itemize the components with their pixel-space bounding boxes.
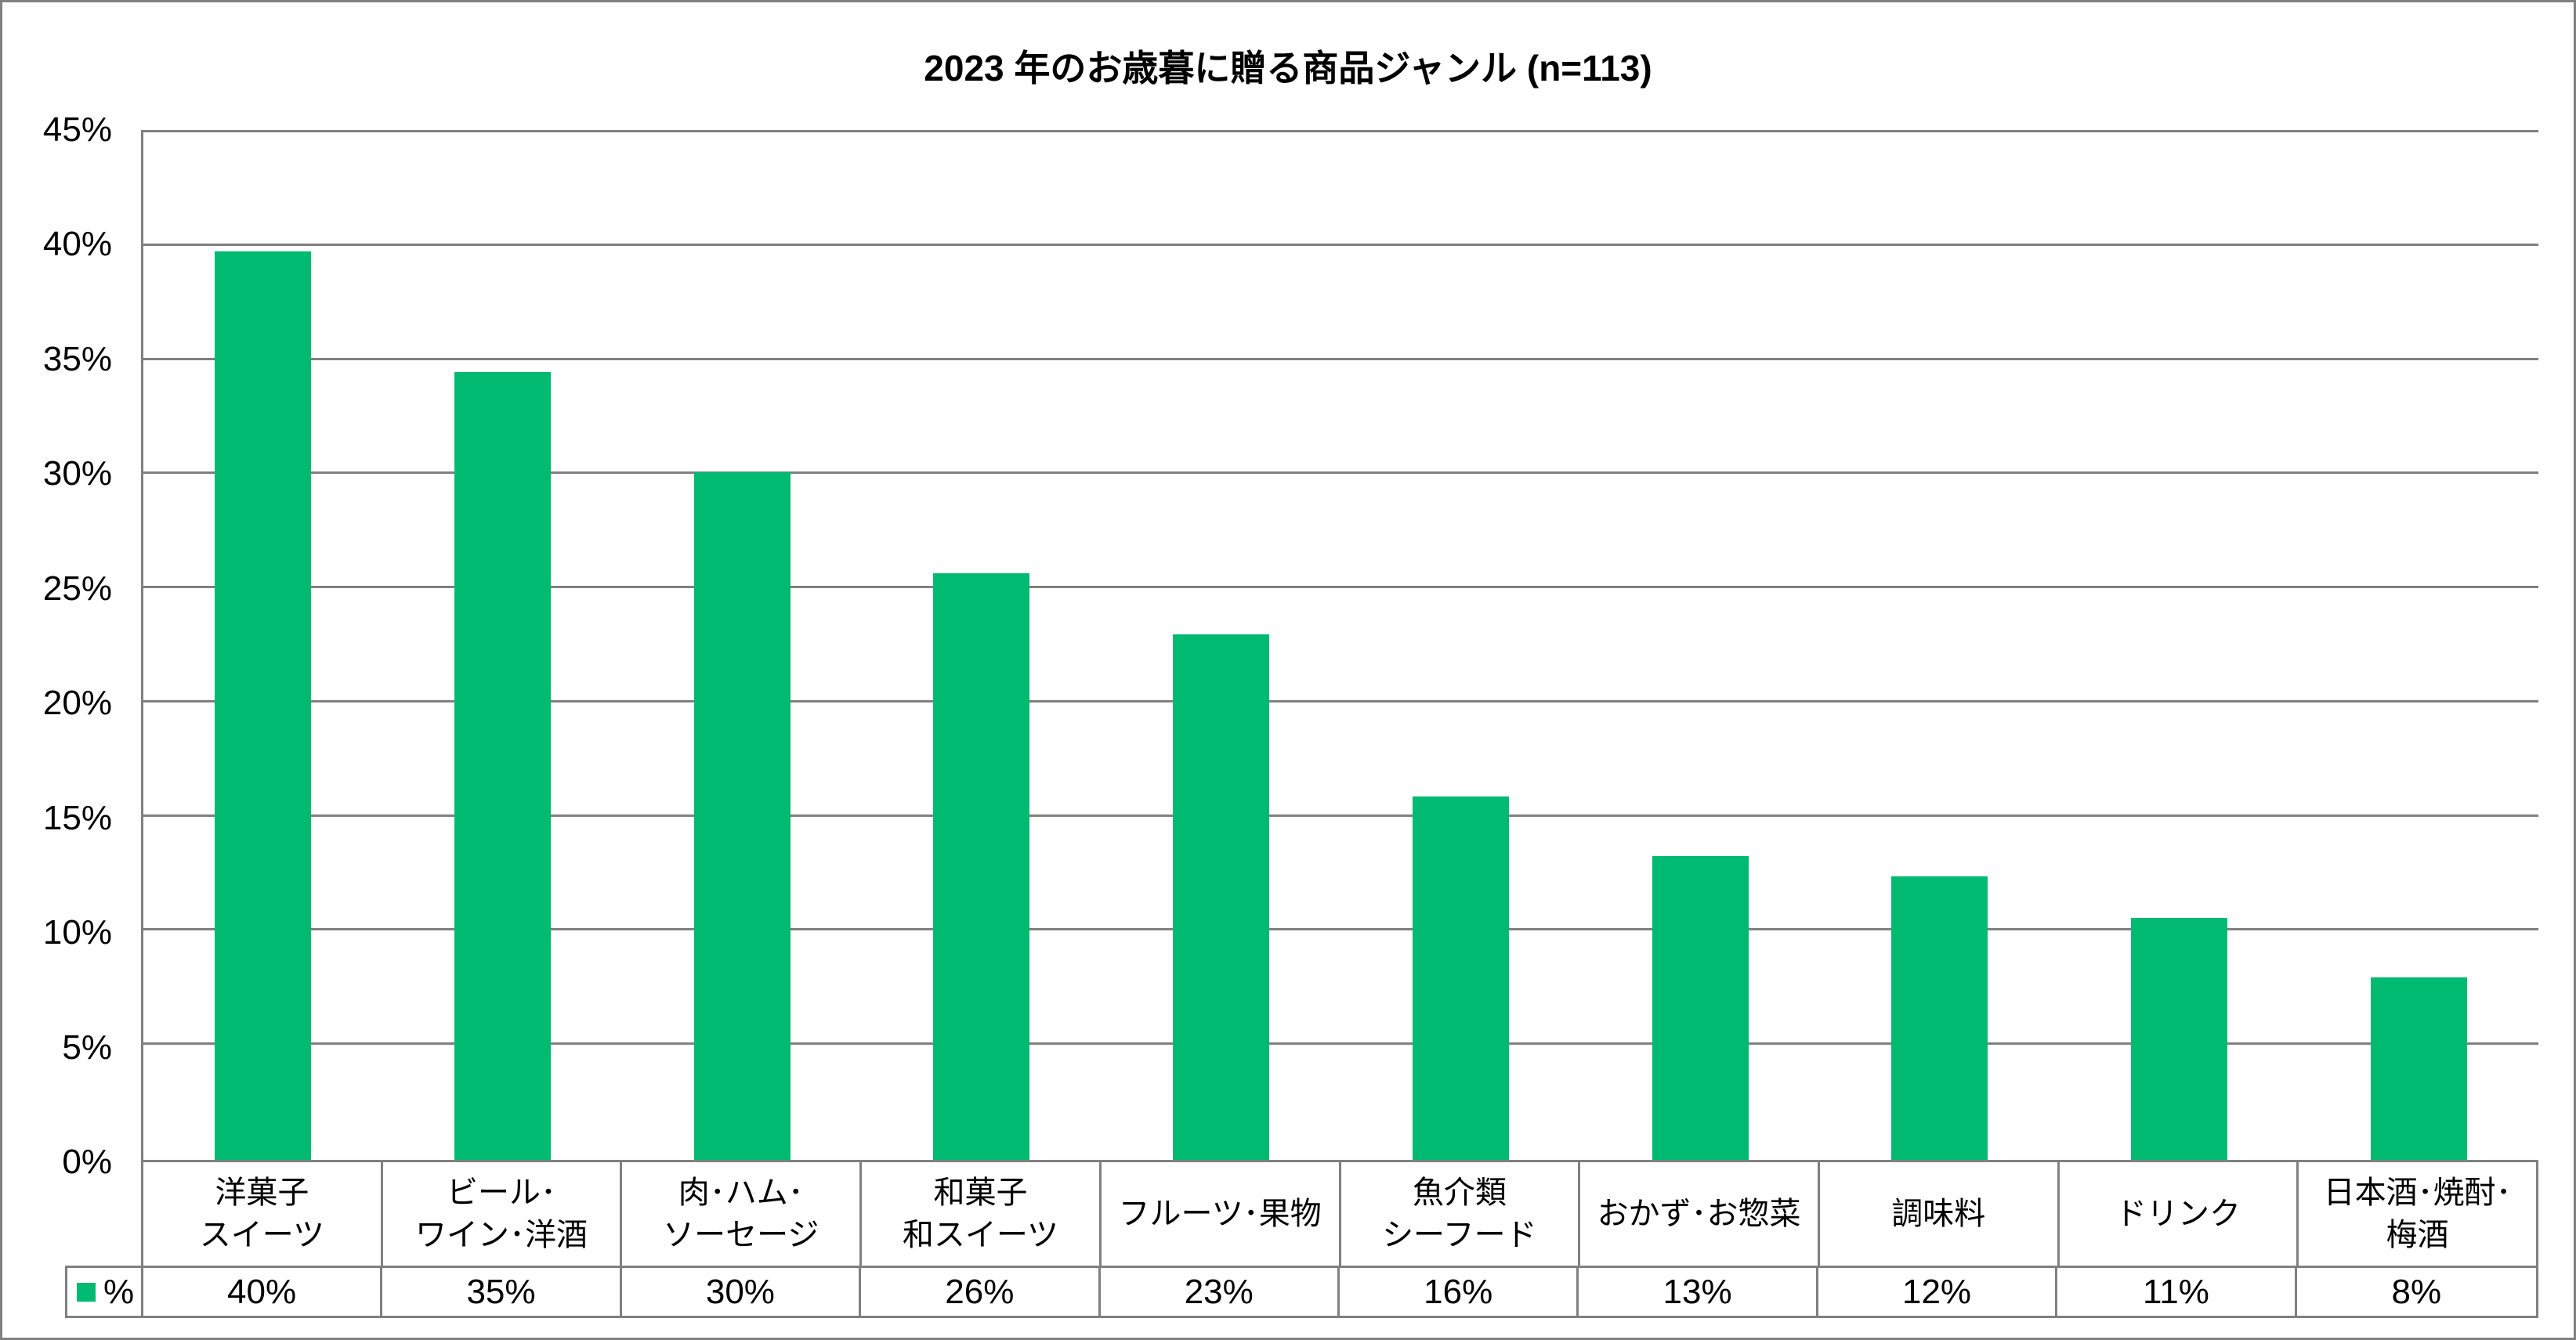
category-label-line: 和スイーツ bbox=[902, 1218, 1059, 1252]
category-label-line: 日本酒･焼酎･ bbox=[2323, 1176, 2512, 1210]
bar-5 bbox=[1173, 634, 1269, 1160]
category-cell-3: 肉･ハム･ ソーセージ bbox=[622, 1162, 863, 1266]
value-cell-8: 12% bbox=[1818, 1268, 2058, 1316]
gridline bbox=[143, 586, 2538, 588]
y-axis-tick-label: 30% bbox=[42, 454, 112, 493]
category-cell-10: 日本酒･焼酎･ 梅酒 bbox=[2299, 1162, 2539, 1266]
legend-cell: % bbox=[67, 1268, 143, 1316]
legend-color-swatch bbox=[77, 1282, 96, 1302]
legend-series-label: % bbox=[103, 1272, 135, 1311]
category-cell-5: フルーツ･果物 bbox=[1102, 1162, 1341, 1266]
y-axis-tick-label: 35% bbox=[42, 340, 112, 378]
bar-7 bbox=[1652, 856, 1749, 1160]
bar-10 bbox=[2371, 977, 2467, 1160]
value-cell-3: 30% bbox=[622, 1268, 862, 1316]
gridline bbox=[143, 358, 2538, 360]
category-label-line: ソーセージ bbox=[663, 1218, 819, 1252]
category-label-line: スイーツ bbox=[199, 1218, 324, 1252]
value-cell-7: 13% bbox=[1579, 1268, 1818, 1316]
chart-title: 2023 年のお歳暮に贈る商品ジャンル (n=113) bbox=[924, 48, 1652, 88]
value-cell-6: 16% bbox=[1340, 1268, 1579, 1316]
y-axis-labels: 45% 40% 35% 30% 25% 20% 15% 10% 5% 0% bbox=[2, 112, 120, 1180]
gridline bbox=[143, 1042, 2538, 1045]
category-label-line: 和菓子 bbox=[933, 1176, 1028, 1210]
bar-2 bbox=[454, 372, 551, 1160]
value-cell-1: 40% bbox=[143, 1268, 383, 1316]
category-cell-7: おかず･お惣菜 bbox=[1580, 1162, 1820, 1266]
bar-1 bbox=[215, 251, 311, 1160]
y-axis-tick-label: 40% bbox=[42, 225, 112, 263]
category-cell-9: ドリンク bbox=[2060, 1162, 2299, 1266]
gridline bbox=[143, 928, 2538, 930]
value-cell-10: 8% bbox=[2391, 1272, 2442, 1311]
y-axis-tick-label: 0% bbox=[62, 1143, 112, 1181]
value-cell-2: 35% bbox=[382, 1268, 622, 1316]
category-label-line: シーフード bbox=[1382, 1218, 1537, 1252]
category-cell-1: 洋菓子 スイーツ bbox=[143, 1162, 383, 1266]
category-label-line: 洋菓子 bbox=[215, 1176, 309, 1210]
category-label-line: ワイン･洋酒 bbox=[415, 1218, 588, 1252]
category-cell-4: 和菓子 和スイーツ bbox=[862, 1162, 1102, 1266]
bar-4 bbox=[933, 573, 1029, 1160]
plot-area bbox=[141, 130, 2538, 1162]
bar-8 bbox=[1891, 876, 1988, 1160]
data-table-row: % 40% 35% 30% 26% 23% 16% 13% 12% 11% 8% bbox=[65, 1266, 2538, 1318]
y-axis-tick-label: 10% bbox=[42, 913, 112, 952]
y-axis-tick-label: 20% bbox=[42, 684, 112, 722]
value-cell-5: 23% bbox=[1101, 1268, 1340, 1316]
y-axis-tick-label: 25% bbox=[42, 569, 112, 608]
category-cell-2: ビール･ ワイン･洋酒 bbox=[383, 1162, 623, 1266]
gridline bbox=[143, 130, 2538, 132]
category-label-line: 魚介類 bbox=[1412, 1176, 1507, 1210]
bar-6 bbox=[1413, 796, 1509, 1160]
gridline bbox=[143, 471, 2538, 474]
value-cell-4: 26% bbox=[861, 1268, 1101, 1316]
category-label-line: おかず･お惣菜 bbox=[1597, 1197, 1801, 1231]
category-label-line: ドリンク bbox=[2115, 1197, 2241, 1231]
category-axis-row: 洋菓子 スイーツ ビール･ ワイン･洋酒 肉･ハム･ ソーセージ 和菓子 和スイーツ フルーツ･… bbox=[141, 1162, 2539, 1266]
category-label-line: ビール･ bbox=[447, 1176, 557, 1210]
category-label-line: 肉･ハム･ bbox=[678, 1176, 804, 1210]
category-cell-6: 魚介類 シーフード bbox=[1341, 1162, 1581, 1266]
category-label-line: 調味料 bbox=[1891, 1197, 1986, 1231]
gridline bbox=[143, 700, 2538, 703]
category-cell-8: 調味料 bbox=[1820, 1162, 2060, 1266]
bar-3 bbox=[694, 472, 791, 1160]
category-label-line: フルーツ･果物 bbox=[1118, 1197, 1322, 1231]
y-axis-tick-label: 15% bbox=[42, 799, 112, 837]
gridline bbox=[143, 244, 2538, 246]
y-axis-tick-label: 45% bbox=[42, 110, 112, 149]
category-label-line: 梅酒 bbox=[2386, 1218, 2449, 1252]
gridline bbox=[143, 814, 2538, 817]
y-axis-tick-label: 5% bbox=[62, 1028, 112, 1067]
value-cell-9: 11% bbox=[2057, 1268, 2297, 1316]
bar-9 bbox=[2131, 918, 2227, 1160]
